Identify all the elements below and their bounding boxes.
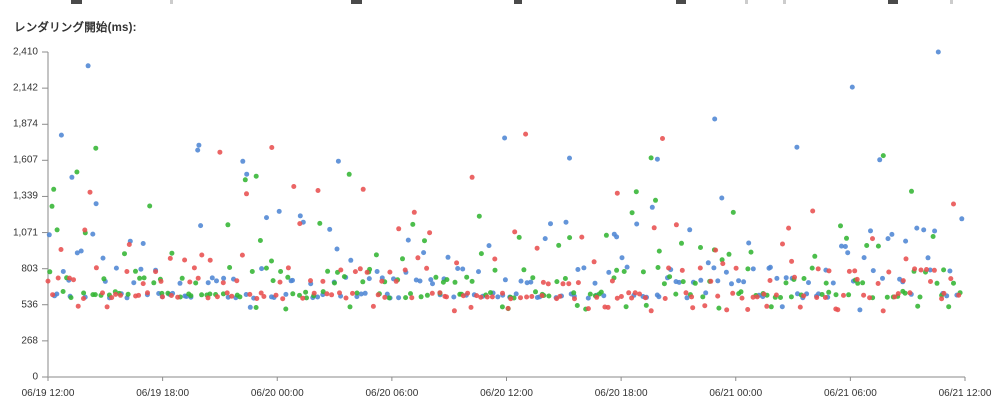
clipped-legend-text-fragment [170,0,173,4]
x-axis-tick-label: 06/21 06:00 [823,388,877,399]
y-axis-tick-label: 803 [21,263,38,275]
clipped-legend-text-fragment [783,0,786,4]
clipped-legend-text-fragment [950,0,953,4]
x-axis-tick-label: 06/21 12:00 [938,388,992,399]
clipped-legend-text-fragment [351,0,362,4]
clipped-legend-text-fragment [676,0,686,4]
clipped-legend-text-fragment [71,0,82,4]
x-axis-tick-label: 06/20 18:00 [594,388,648,399]
y-axis-tick-label: 2,142 [12,82,38,94]
y-axis-tick-label: 0 [32,371,38,383]
clipped-legend-text-fragment [888,0,898,4]
y-axis-tick-label: 1,339 [12,190,38,202]
y-axis-tick-label: 2,410 [12,46,38,58]
y-axis-tick-label: 1,071 [12,227,38,239]
x-axis-tick-label: 06/20 12:00 [480,388,533,399]
clipped-legend-text-fragment [745,0,748,4]
y-axis-tick-label: 536 [21,299,38,311]
y-axis-tick-label: 1,874 [12,118,38,130]
clipped-legend-text-fragment [514,0,522,4]
x-axis-tick-label: 06/20 06:00 [365,388,419,399]
y-axis-tick-label: 1,607 [12,154,38,166]
x-axis-tick-label: 06/19 12:00 [21,388,75,399]
clipped-legend-row [0,0,999,4]
y-axis-tick-label: 268 [21,335,38,347]
x-axis-tick-label: 06/20 00:00 [250,388,304,399]
x-axis-tick-label: 06/19 18:00 [136,388,190,399]
chart-title: レンダリング開始(ms): [14,22,137,34]
x-axis-tick-label: 06/21 00:00 [709,388,763,399]
